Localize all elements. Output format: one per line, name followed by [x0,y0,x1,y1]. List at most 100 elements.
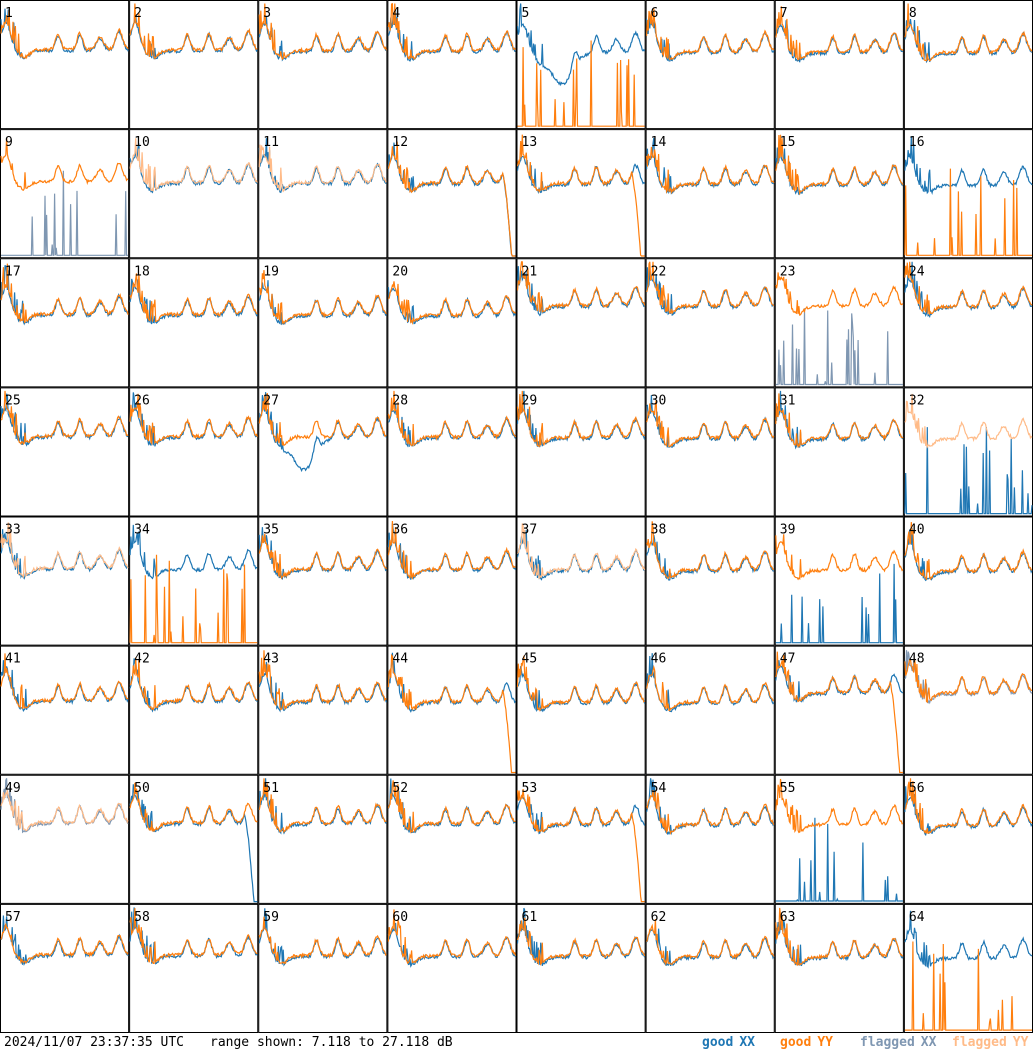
panel-13: 13 [516,129,646,259]
panel-frame [774,0,904,130]
series-xx-line [904,426,1033,515]
panel-frame [0,645,130,775]
series-yy-line [0,653,129,710]
panel-frame [387,774,517,904]
legend-good-xx-label: good [702,1035,734,1050]
series-yy-line [129,554,258,644]
series-yy-line [517,40,645,127]
panel-15: 15 [774,129,904,259]
panel-50: 50 [129,774,259,904]
panel-23: 23 [774,258,904,388]
panel-label: 18 [134,264,150,279]
panel-9: 9 [0,129,130,259]
panel-frame [903,258,1033,388]
series-xx-line [904,910,1033,969]
series-yy-line [387,2,516,61]
panel-frame [258,903,388,1033]
panel-label: 35 [263,523,279,538]
panel-label: 8 [909,6,917,21]
legend-good-yy-label: good [780,1035,812,1050]
series-xx-line [775,817,903,902]
panel-label: 22 [651,264,667,279]
panel-label: 41 [5,652,21,667]
panel-label: 56 [909,781,925,796]
series-yy-line [0,137,129,191]
series-yy-line [258,650,387,711]
panel-label: 47 [780,652,796,667]
series-xx-line [0,393,129,447]
panel-label: 4 [392,6,400,21]
panel-21: 21 [516,258,646,388]
panel-label: 54 [651,781,667,796]
series-yy-line [646,400,775,448]
panel-44: 44 [387,645,517,775]
series-yy-line [775,778,904,834]
series-xx-line [775,20,903,63]
panel-frame [903,0,1033,130]
range-label: range shown: 7.118 to 27.118 dB [210,1035,453,1050]
panel-61: 61 [516,903,646,1033]
panel-16: 16 [903,129,1033,259]
panel-label: 43 [263,652,279,667]
series-yy-line [129,138,258,192]
series-yy-line [258,533,387,580]
panel-frame [645,0,775,130]
panel-29: 29 [516,387,646,517]
panel-label: 23 [780,264,796,279]
panel-31: 31 [774,387,904,517]
panel-28: 28 [387,387,517,517]
panel-label: 52 [392,781,408,796]
panel-49: 49 [0,774,130,904]
series-yy-line [0,922,129,965]
series-xx-line [1,170,129,256]
panel-label: 13 [522,135,538,150]
series-yy-line [904,393,1033,449]
panel-25: 25 [0,387,130,517]
panel-label: 34 [134,523,150,538]
legend-flagged-xx-code: XX [920,1035,937,1050]
panel-label: 50 [134,781,150,796]
panel-label: 40 [909,523,925,538]
panel-56: 56 [903,774,1033,904]
panel-frame [258,774,388,904]
panel-frame [129,129,259,259]
panel-label: 27 [263,393,279,408]
panel-17: 17 [0,258,130,388]
panel-frame [129,903,259,1033]
series-yy-line [129,782,258,833]
series-yy-line [904,3,1033,62]
series-yy-line [0,790,129,832]
legend-flagged-yy: flagged YY [952,1035,1028,1050]
panel-47: 47 [774,645,904,775]
series-yy-line [646,146,775,195]
panel-42: 42 [129,645,259,775]
panel-frame [774,903,904,1033]
panel-label: 45 [522,652,538,667]
panel-6: 6 [645,0,775,130]
panel-frame [516,258,646,388]
panel-frame [129,0,259,130]
series-yy-line [516,917,646,966]
series-xx-line [646,778,775,836]
panel-label: 21 [522,264,538,279]
panel-label: 17 [5,264,21,279]
panel-63: 63 [774,903,904,1033]
panel-19: 19 [258,258,388,388]
panel-label: 44 [392,652,408,667]
series-yy-line [129,908,258,964]
series-yy-line [646,790,775,835]
panel-46: 46 [645,645,775,775]
panel-frame [0,0,130,130]
series-yy-line [904,941,1032,1031]
panel-frame [258,129,388,259]
panel-label: 62 [651,910,667,925]
panel-10: 10 [129,129,259,259]
panel-4: 4 [387,0,517,130]
series-yy-line [775,6,904,61]
series-yy-line [258,916,387,965]
panel-frame [387,129,517,259]
series-xx-line [904,136,1033,196]
panel-label: 10 [134,135,150,150]
panel-frame [0,258,130,388]
